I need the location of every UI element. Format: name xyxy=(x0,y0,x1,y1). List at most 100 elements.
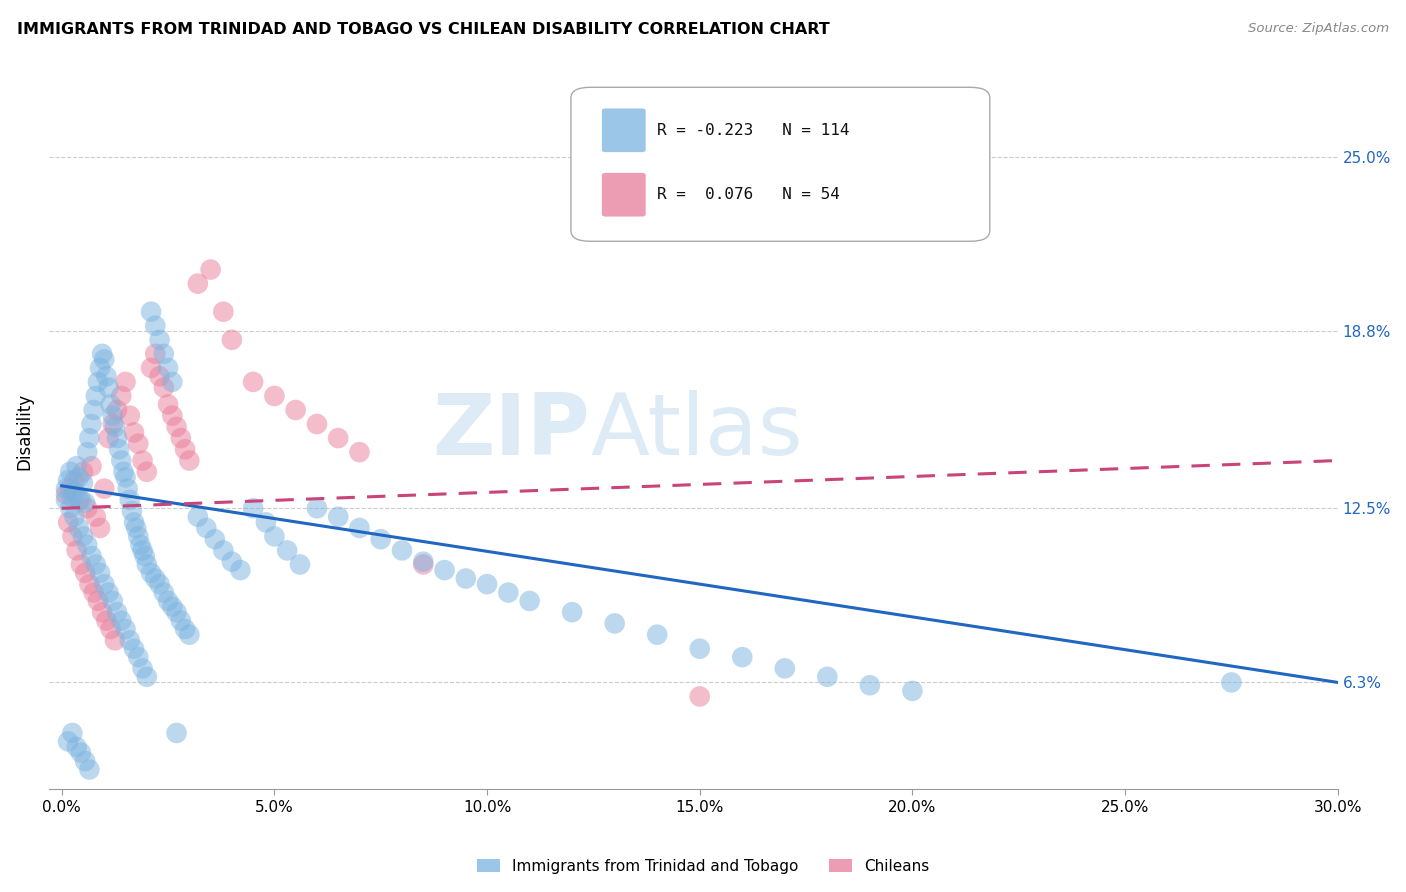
Point xyxy=(179,453,201,467)
Point xyxy=(166,420,188,434)
Point xyxy=(305,501,328,516)
Point xyxy=(561,605,583,619)
Point xyxy=(859,678,882,692)
FancyBboxPatch shape xyxy=(571,87,990,241)
Point xyxy=(67,470,90,484)
Point xyxy=(79,763,101,777)
Y-axis label: Disability: Disability xyxy=(15,392,32,469)
Point xyxy=(200,262,222,277)
Point xyxy=(328,509,350,524)
Point xyxy=(60,490,83,504)
Point xyxy=(75,754,97,768)
Point xyxy=(83,585,105,599)
Point xyxy=(284,403,307,417)
Point xyxy=(157,360,180,375)
Point xyxy=(91,605,114,619)
Point xyxy=(134,549,156,563)
Legend: Immigrants from Trinidad and Tobago, Chileans: Immigrants from Trinidad and Tobago, Chi… xyxy=(471,853,935,880)
Point xyxy=(187,509,209,524)
Point xyxy=(143,318,166,333)
Point xyxy=(288,558,311,572)
Point xyxy=(412,555,434,569)
Point xyxy=(101,594,124,608)
Point xyxy=(391,543,413,558)
Point xyxy=(263,529,285,543)
Point xyxy=(135,558,157,572)
Point xyxy=(166,726,188,740)
Point xyxy=(221,333,243,347)
Point xyxy=(731,650,754,665)
Point xyxy=(65,739,87,754)
Point xyxy=(370,532,392,546)
Point xyxy=(139,360,162,375)
Point xyxy=(131,661,153,675)
Point xyxy=(212,543,235,558)
Point xyxy=(433,563,456,577)
Point xyxy=(148,333,170,347)
Point xyxy=(56,516,79,530)
Point xyxy=(93,577,115,591)
Point xyxy=(174,442,197,457)
Point xyxy=(773,661,796,675)
Text: ZIP: ZIP xyxy=(433,390,591,473)
Point xyxy=(110,614,132,628)
Point xyxy=(815,670,838,684)
Point xyxy=(187,277,209,291)
Point xyxy=(84,389,107,403)
Point xyxy=(80,459,103,474)
Point xyxy=(87,594,110,608)
Point xyxy=(80,417,103,431)
Point xyxy=(110,453,132,467)
Point xyxy=(179,628,201,642)
Point xyxy=(97,585,120,599)
Point xyxy=(148,369,170,384)
Point xyxy=(114,622,136,636)
Point xyxy=(96,369,118,384)
Point xyxy=(55,482,77,496)
Point xyxy=(221,555,243,569)
Point xyxy=(91,347,114,361)
Point xyxy=(121,504,143,518)
Point xyxy=(143,572,166,586)
Point xyxy=(72,529,94,543)
Point xyxy=(204,532,226,546)
Point xyxy=(139,304,162,318)
Point xyxy=(75,496,97,510)
Point xyxy=(80,549,103,563)
Point xyxy=(117,482,139,496)
Point xyxy=(454,572,477,586)
Point xyxy=(114,470,136,484)
Point xyxy=(75,566,97,580)
Point xyxy=(70,558,93,572)
Point xyxy=(59,465,82,479)
Point xyxy=(254,516,277,530)
Point xyxy=(118,409,141,423)
Point xyxy=(84,509,107,524)
Point xyxy=(166,605,188,619)
Point xyxy=(79,431,101,445)
Point xyxy=(104,420,127,434)
Point xyxy=(349,445,371,459)
Point xyxy=(97,431,120,445)
Point xyxy=(195,521,218,535)
Point xyxy=(67,521,90,535)
Point xyxy=(475,577,498,591)
Point xyxy=(87,375,110,389)
Point xyxy=(60,726,83,740)
Point xyxy=(104,633,127,648)
Point xyxy=(118,633,141,648)
Point xyxy=(76,501,98,516)
Point xyxy=(101,409,124,423)
Point xyxy=(118,492,141,507)
Point xyxy=(122,516,145,530)
Point xyxy=(76,445,98,459)
Point xyxy=(519,594,541,608)
Point xyxy=(603,616,626,631)
Text: R =  0.076   N = 54: R = 0.076 N = 54 xyxy=(657,187,841,202)
Point xyxy=(105,403,128,417)
Point xyxy=(79,577,101,591)
Point xyxy=(100,622,122,636)
Point xyxy=(56,473,79,487)
Point xyxy=(63,509,86,524)
Point xyxy=(242,501,264,516)
